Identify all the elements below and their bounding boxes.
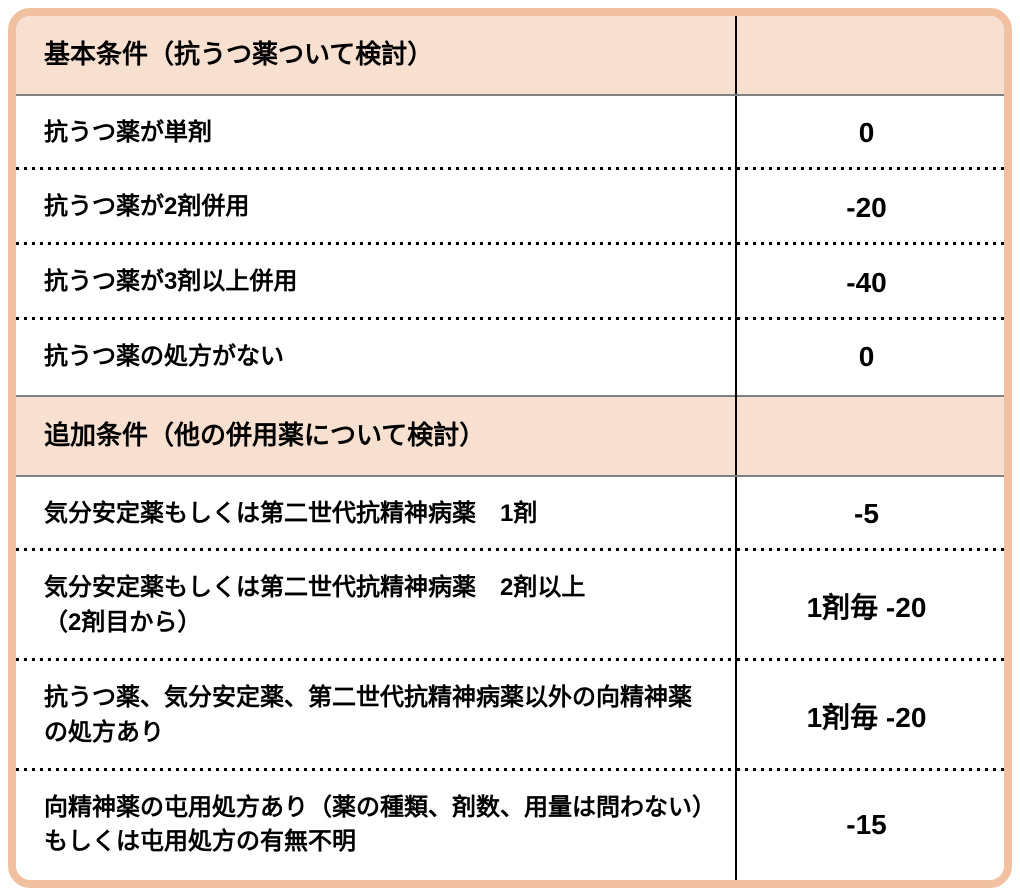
table-row: 向精神薬の屯用処方あり（薬の種類、剤数、用量は問わない）もしくは屯用処方の有無不… <box>16 771 1004 881</box>
row-label: 抗うつ薬が3剤以上併用 <box>16 245 736 320</box>
row-label: 抗うつ薬が2剤併用 <box>16 170 736 245</box>
table-row: 抗うつ薬、気分安定薬、第二世代抗精神病薬以外の向精神薬の処方あり 1剤毎 -20 <box>16 661 1004 771</box>
scoring-table-frame: 基本条件（抗うつ薬ついて検討） 抗うつ薬が単剤 0 抗うつ薬が2剤併用 -20 … <box>8 8 1012 888</box>
row-label: 抗うつ薬が単剤 <box>16 95 736 171</box>
row-value: 1剤毎 -20 <box>736 551 1004 661</box>
section-title: 追加条件（他の併用薬について検討） <box>16 396 736 476</box>
scoring-table-body: 基本条件（抗うつ薬ついて検討） 抗うつ薬が単剤 0 抗うつ薬が2剤併用 -20 … <box>16 16 1004 880</box>
section-title-value-spacer <box>736 396 1004 476</box>
section-title-value-spacer <box>736 16 1004 95</box>
table-row: 抗うつ薬が3剤以上併用 -40 <box>16 245 1004 320</box>
section-header-row: 追加条件（他の併用薬について検討） <box>16 396 1004 476</box>
row-label: 向精神薬の屯用処方あり（薬の種類、剤数、用量は問わない）もしくは屯用処方の有無不… <box>16 771 736 881</box>
row-value: -5 <box>736 476 1004 552</box>
table-row: 抗うつ薬が2剤併用 -20 <box>16 170 1004 245</box>
table-row: 気分安定薬もしくは第二世代抗精神病薬 2剤以上（2剤目から） 1剤毎 -20 <box>16 551 1004 661</box>
row-label: 抗うつ薬の処方がない <box>16 320 736 396</box>
row-value: 0 <box>736 320 1004 396</box>
section-header-row: 基本条件（抗うつ薬ついて検討） <box>16 16 1004 95</box>
row-label: 気分安定薬もしくは第二世代抗精神病薬 1剤 <box>16 476 736 552</box>
table-row: 抗うつ薬の処方がない 0 <box>16 320 1004 396</box>
row-label: 抗うつ薬、気分安定薬、第二世代抗精神病薬以外の向精神薬の処方あり <box>16 661 736 771</box>
row-value: -15 <box>736 771 1004 881</box>
section-title: 基本条件（抗うつ薬ついて検討） <box>16 16 736 95</box>
row-label: 気分安定薬もしくは第二世代抗精神病薬 2剤以上（2剤目から） <box>16 551 736 661</box>
row-value: 1剤毎 -20 <box>736 661 1004 771</box>
table-row: 気分安定薬もしくは第二世代抗精神病薬 1剤 -5 <box>16 476 1004 552</box>
row-value: -40 <box>736 245 1004 320</box>
row-value: -20 <box>736 170 1004 245</box>
row-value: 0 <box>736 95 1004 171</box>
table-row: 抗うつ薬が単剤 0 <box>16 95 1004 171</box>
scoring-table: 基本条件（抗うつ薬ついて検討） 抗うつ薬が単剤 0 抗うつ薬が2剤併用 -20 … <box>16 16 1004 880</box>
